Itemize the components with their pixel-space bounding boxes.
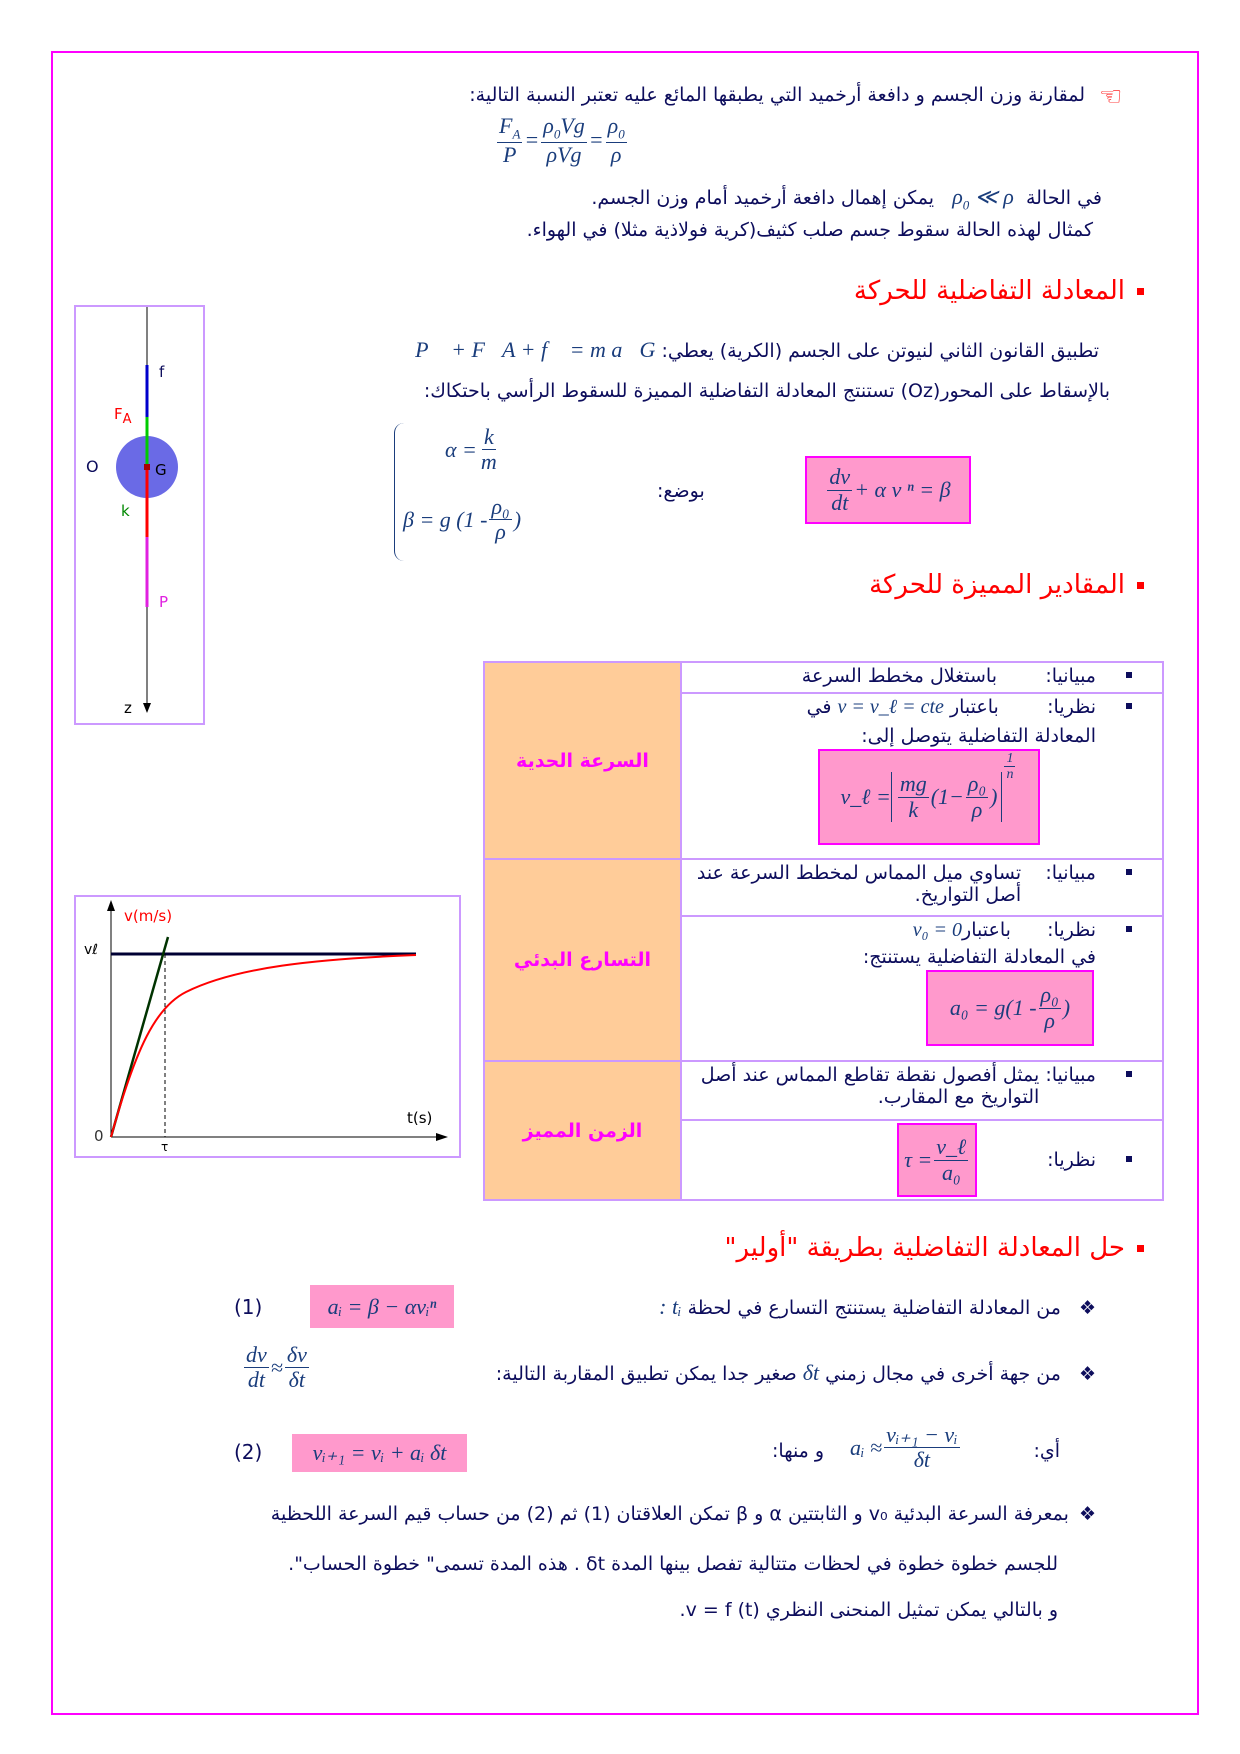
newton-law-text: تطبيق القانون الثاني لنيوتن على الجسم (ا… bbox=[415, 337, 1099, 362]
page-frame bbox=[51, 51, 1199, 1715]
posing-label: بوضع: bbox=[657, 480, 705, 502]
table-row: السرعة الحدية مبيانيا: باستغلال مخطط الس… bbox=[483, 661, 1164, 860]
fa-label: FA bbox=[114, 405, 132, 427]
f-label: f bbox=[159, 363, 165, 381]
euler-paragraph-line-2: للجسم خطوة خطوة في لحظات متتالية تفصل بي… bbox=[288, 1553, 1058, 1575]
intro-line-1: لمقارنة وزن الجسم و دافعة أرخميد التي يط… bbox=[469, 84, 1085, 106]
vl-label: vℓ bbox=[84, 942, 99, 958]
section-heading-differential-equation: المعادلة التفاضلية للحركة bbox=[854, 276, 1144, 307]
velocity-time-graph: v(m/s) t(s) vℓ 0 τ bbox=[74, 895, 461, 1158]
tau-label: τ bbox=[161, 1140, 169, 1154]
p-label: P bbox=[159, 593, 169, 611]
characteristics-table: السرعة الحدية مبيانيا: باستغلال مخطط الس… bbox=[483, 661, 1164, 1201]
k-label: k bbox=[121, 502, 130, 520]
y-axis-arrow-icon bbox=[107, 900, 115, 911]
theory-method-cell: نظريا: باعتبار v = v_ℓ = cte في المعادلة… bbox=[680, 692, 1164, 860]
hence-label: و منها: bbox=[772, 1440, 825, 1462]
euler-item-2: ❖من جهة أخرى في مجال زمني δt صغير جدا يم… bbox=[495, 1360, 1096, 1385]
o-label: O bbox=[86, 457, 99, 476]
x-axis-arrow-icon bbox=[436, 1133, 448, 1141]
intro-line-3: كمثال لهذه الحالة سقوط جسم صلب كثيف(كرية… bbox=[526, 219, 1093, 241]
euler-equation-1: aᵢ = β − αvᵢⁿ bbox=[310, 1285, 454, 1328]
label-characteristic-time: الزمن المميز bbox=[483, 1060, 682, 1201]
y-axis-label: v(m/s) bbox=[124, 907, 173, 925]
approximation-formula: dv dt ≈ δv δt bbox=[244, 1342, 309, 1393]
ratio-formula: FA P = ρ0Vg ρVg = ρ0 ρ bbox=[497, 113, 627, 167]
characteristic-time-formula: τ = v_ℓ a₀ bbox=[897, 1123, 978, 1197]
table-row: التسارع البدئي مبيانيا: تساوي ميل المماس… bbox=[483, 858, 1164, 1062]
g-label: G bbox=[155, 461, 167, 479]
theory-method-cell: نظريا: باعتبارv₀ = 0 في المعادلة التفاضل… bbox=[680, 915, 1164, 1062]
euler-paragraph-line-1: ❖بمعرفة السرعة البدئية v₀ و الثابتتين α … bbox=[270, 1503, 1096, 1525]
graph-method-cell: مبيانيا: تساوي ميل المماس لمخطط السرعة ع… bbox=[680, 858, 1164, 917]
ai-approx-formula: aᵢ ≈ vᵢ₊₁ − vᵢ δt bbox=[850, 1422, 960, 1473]
projection-text: بالإسقاط على المحور(Oz) تستنتج المعادلة … bbox=[423, 380, 1110, 402]
section-heading-characteristic-quantities: المقادير المميزة للحركة bbox=[869, 570, 1144, 601]
falling-ball-diagram: f FA O G k P z bbox=[74, 305, 205, 725]
equation-1-tag: (1) bbox=[234, 1295, 263, 1319]
euler-equation-2: vᵢ₊₁ = vᵢ + aᵢ δt bbox=[292, 1434, 467, 1472]
euler-paragraph-line-3: و بالتالي يمكن تمثيل المنحنى النظري v = … bbox=[679, 1599, 1058, 1621]
z-label: z bbox=[124, 699, 132, 717]
label-initial-acceleration: التسارع البدئي bbox=[483, 858, 682, 1062]
differential-equation-box: dv dt + α v ⁿ = β bbox=[805, 456, 971, 524]
z-axis-arrow-icon bbox=[143, 703, 151, 713]
table-row: نظريا: τ = v_ℓ a₀ bbox=[484, 1119, 1164, 1201]
table-row: نظريا: باعتبار v = v_ℓ = cte في المعادلة… bbox=[484, 692, 1164, 860]
intro-line-2: في الحالة ρ0 ≪ ρ يمكن إهمال دافعة أرخميد… bbox=[591, 184, 1102, 213]
label-terminal-velocity: السرعة الحدية bbox=[483, 661, 682, 860]
constants-brace: α = k m β = g (1 - ρ₀ ρ) bbox=[394, 423, 564, 561]
initial-acceleration-formula: a₀ = g(1 - ρ₀ ρ) bbox=[926, 970, 1094, 1046]
graph-method-cell: مبيانيا: يمثل أفصول نقطة تقاطع المماس عن… bbox=[680, 1060, 1164, 1121]
x-axis-label: t(s) bbox=[407, 1109, 433, 1127]
velocity-curve bbox=[110, 954, 417, 1138]
euler-item-1: ❖من المعادلة التفاضلية يستنتج التسارع في… bbox=[659, 1294, 1096, 1319]
theory-method-cell: نظريا: τ = v_ℓ a₀ bbox=[680, 1119, 1164, 1201]
graph-method-cell: مبيانيا: باستغلال مخطط السرعة bbox=[680, 661, 1164, 694]
forces-diagram bbox=[116, 307, 178, 713]
table-row: نظريا: باعتبارv₀ = 0 في المعادلة التفاضل… bbox=[484, 915, 1164, 1062]
origin-label: 0 bbox=[94, 1127, 104, 1145]
pointing-hand-icon: ☜ bbox=[1099, 82, 1123, 112]
equation-2-tag: (2) bbox=[234, 1440, 263, 1464]
section-heading-euler-method: حل المعادلة التفاضلية بطريقة "أولير" bbox=[725, 1233, 1144, 1264]
table-row: الزمن المميز مبيانيا: يمثل أفصول نقطة تق… bbox=[483, 1060, 1164, 1201]
i-e-label: أي: bbox=[1033, 1440, 1060, 1462]
